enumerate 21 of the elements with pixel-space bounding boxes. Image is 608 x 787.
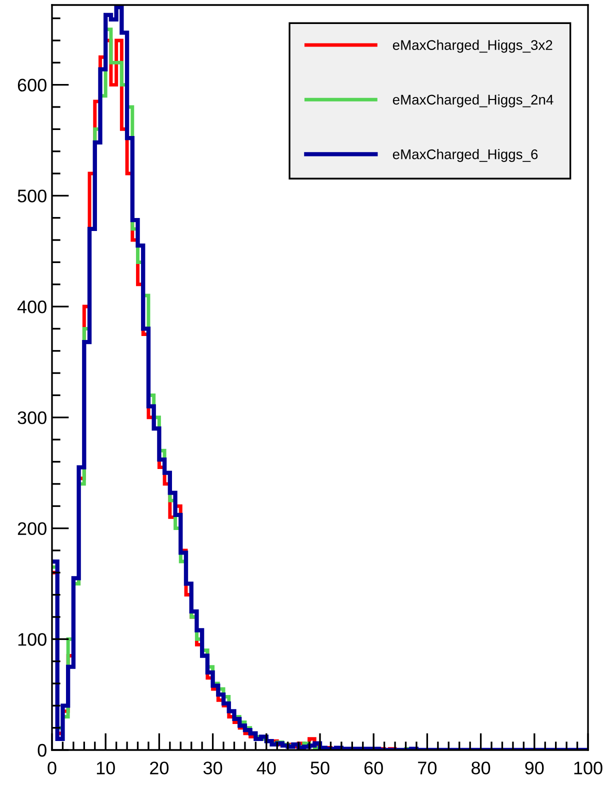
x-tick-label: 100: [574, 762, 602, 774]
x-tick-label: 20: [150, 762, 169, 774]
x-tick-label: 70: [418, 762, 437, 774]
y-tick-label: 600: [18, 78, 46, 92]
y-tick-label: 500: [18, 190, 46, 202]
x-tick-label: 30: [203, 762, 222, 774]
x-tick-label: 10: [96, 762, 115, 774]
y-tick-label: 100: [18, 633, 46, 646]
x-tick-label: 40: [256, 762, 276, 774]
legend-label: eMaxCharged_Higgs_6: [392, 149, 538, 162]
y-tick-label: 0: [38, 744, 46, 757]
x-tick-label: 90: [525, 762, 544, 774]
x-tick-label: 0: [48, 762, 56, 774]
legend-label: eMaxCharged_Higgs_3x2: [392, 40, 552, 53]
x-tick-label: 60: [364, 762, 383, 774]
x-tick-label: 50: [310, 762, 330, 774]
x-tick-label: 80: [472, 762, 490, 774]
legend-label: eMaxCharged_Higgs_2n4: [392, 94, 554, 108]
y-tick-label: 200: [18, 522, 46, 535]
y-tick-label: 300: [18, 411, 46, 424]
y-tick-label: 400: [17, 300, 46, 314]
